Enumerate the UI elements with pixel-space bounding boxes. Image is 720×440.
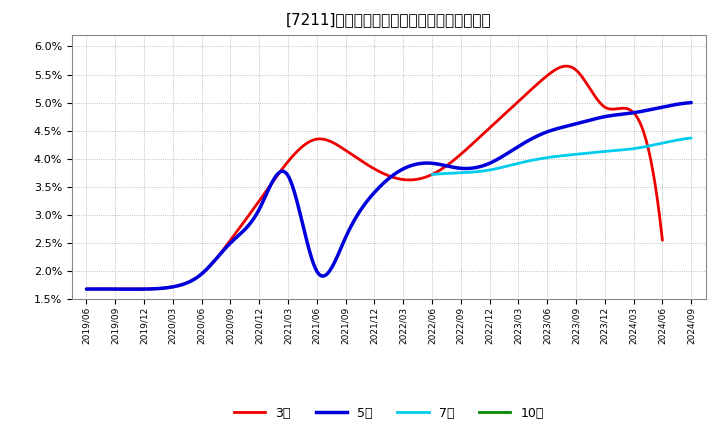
7年 (428, 172, 436, 177)
7年 (568, 152, 577, 158)
5年 (127, 286, 135, 292)
7年 (552, 154, 561, 159)
3年 (562, 63, 571, 69)
7年 (582, 150, 590, 156)
5年 (579, 119, 588, 125)
5年 (371, 189, 379, 194)
Line: 5年: 5年 (86, 103, 691, 289)
7年 (687, 136, 696, 141)
Line: 3年: 3年 (86, 66, 662, 289)
3年 (647, 158, 655, 163)
3年 (127, 286, 136, 292)
5年 (82, 286, 91, 292)
3年 (357, 158, 366, 163)
5年 (410, 162, 419, 167)
3年 (658, 238, 667, 243)
7年 (680, 136, 689, 141)
3年 (360, 160, 369, 165)
3年 (555, 65, 564, 70)
5年 (444, 163, 452, 169)
Title: [7211]　経常利益マージンの標準偏差の推移: [7211] 経常利益マージンの標準偏差の推移 (286, 12, 492, 27)
Line: 7年: 7年 (432, 138, 691, 175)
3年 (426, 172, 435, 178)
3年 (395, 176, 403, 182)
Legend: 3年, 5年, 7年, 10年: 3年, 5年, 7年, 10年 (229, 402, 549, 425)
5年 (374, 185, 383, 191)
5年 (687, 100, 696, 105)
5年 (673, 102, 682, 107)
7年 (640, 144, 649, 150)
3年 (82, 286, 91, 292)
7年 (551, 154, 559, 159)
